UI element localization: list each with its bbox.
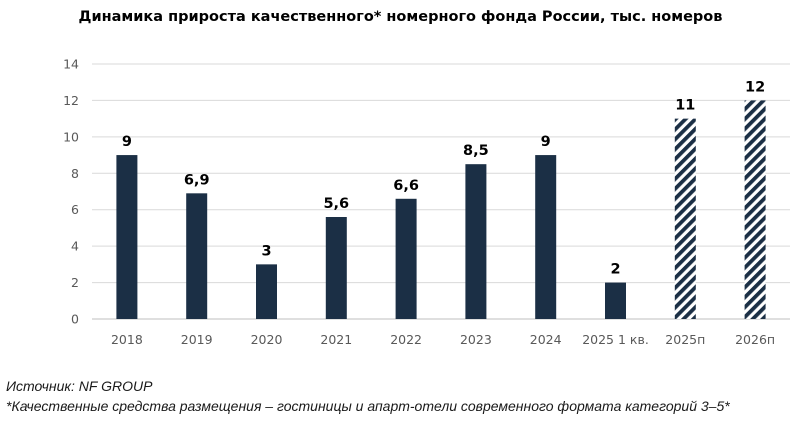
bar [256, 264, 277, 319]
y-tick-label: 4 [71, 239, 79, 254]
bars [116, 100, 766, 320]
data-labels: 9 6,9 3 5,6 6,6 8,5 9 2 11 12 [122, 79, 765, 277]
definition-note: *Качественные средства размещения – гост… [6, 398, 730, 414]
bar-forecast [744, 100, 766, 319]
bar [465, 164, 487, 319]
y-axis-ticks: 0 2 4 6 8 10 12 14 [63, 57, 79, 327]
bar [605, 282, 626, 319]
x-axis-ticks: 2018 2019 2020 2021 2022 2023 2024 2025 1 кв. 20… [111, 332, 775, 347]
x-tick-label: 2019 [181, 332, 213, 347]
data-label: 8,5 [463, 143, 489, 159]
bar-forecast [674, 118, 696, 320]
data-label: 9 [122, 134, 132, 150]
data-label: 9 [541, 134, 551, 150]
x-tick-label: 2026п [735, 332, 775, 347]
x-tick-label: 2025 1 кв. [582, 332, 649, 347]
x-tick-label: 2021 [320, 332, 352, 347]
x-tick-label: 2025п [665, 332, 705, 347]
y-tick-label: 8 [71, 166, 79, 181]
gridlines [92, 63, 790, 320]
x-tick-label: 2020 [251, 332, 283, 347]
data-label: 12 [745, 79, 765, 95]
y-tick-label: 14 [63, 57, 79, 72]
y-tick-label: 10 [63, 129, 79, 144]
data-label: 11 [675, 98, 695, 114]
footnotes: Источник: NF GROUP *Качественные средств… [6, 376, 730, 416]
x-tick-label: 2023 [460, 332, 492, 347]
y-tick-label: 0 [71, 312, 79, 327]
y-tick-label: 12 [63, 93, 79, 108]
x-tick-label: 2018 [111, 332, 143, 347]
y-tick-label: 2 [71, 275, 79, 290]
data-label: 6,6 [393, 178, 419, 194]
bar [535, 155, 557, 319]
x-tick-label: 2024 [530, 332, 562, 347]
chart-title: Динамика прироста качественного* номерно… [78, 9, 723, 25]
data-label: 2 [610, 262, 620, 278]
bar [116, 155, 138, 319]
data-label: 3 [261, 243, 271, 259]
y-tick-label: 6 [71, 202, 79, 217]
data-label: 6,9 [184, 172, 210, 188]
bar [395, 198, 417, 319]
data-label: 5,6 [323, 196, 349, 212]
source-note: Источник: NF GROUP [6, 378, 153, 394]
bar [186, 193, 208, 319]
bar [325, 217, 347, 319]
x-tick-label: 2022 [390, 332, 422, 347]
